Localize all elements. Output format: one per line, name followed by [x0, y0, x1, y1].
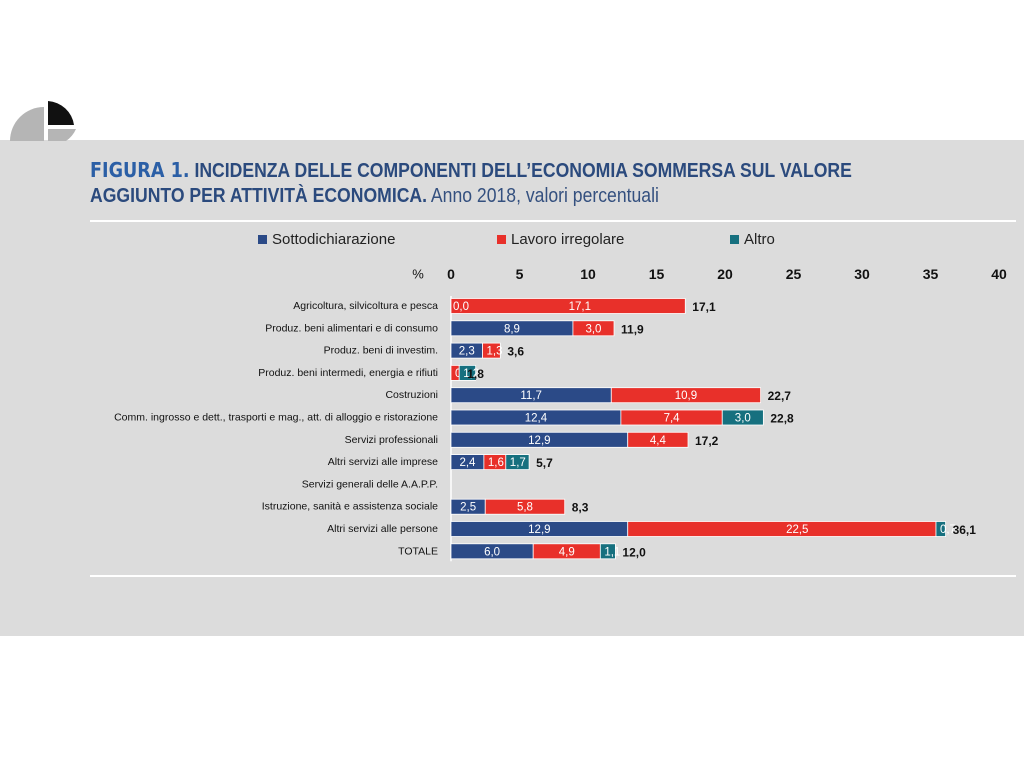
x-tick-label: 10: [580, 266, 596, 282]
legend-item-altro: Altro: [730, 231, 775, 248]
category-label: Servizi generali delle A.A.P.P.: [302, 478, 438, 490]
bar-value-label: 6,0: [484, 546, 500, 558]
figure-title: FIGURA 1. INCIDENZA DELLE COMPONENTI DEL…: [90, 158, 900, 209]
bar-value-label: 3,0: [735, 413, 751, 425]
category-label: Istruzione, sanità e assistenza sociale: [262, 501, 438, 513]
total-label: 17,1: [692, 300, 716, 314]
bar-segment: [572, 320, 615, 337]
bar-segment: [458, 364, 477, 381]
bar-value-label: 0,7: [940, 524, 956, 536]
bar-value-label: 1,2: [463, 368, 479, 380]
bar-value-label: 10,9: [675, 390, 697, 402]
figure-heading: INCIDENZA DELLE COMPONENTI DELL’ECONOMIA…: [90, 160, 852, 207]
x-tick-label: 25: [786, 266, 802, 282]
figure-label: FIGURA 1.: [90, 158, 190, 182]
bar-value-label: 2,4: [459, 457, 476, 469]
legend-swatch: [497, 235, 506, 244]
bar-value-label: 8,9: [504, 323, 520, 335]
bar-segment: [610, 387, 762, 404]
bar-value-label: 3,0: [585, 323, 601, 335]
total-label: 22,7: [768, 389, 792, 403]
bar-value-label: 22,5: [786, 524, 808, 536]
x-tick-label: 20: [717, 266, 733, 282]
bar-value-label: 1,6: [488, 457, 504, 469]
category-label: Servizi professionali: [345, 434, 438, 446]
bar-segment: [484, 498, 566, 515]
x-tick-label: 15: [649, 266, 665, 282]
legend-swatch: [730, 235, 739, 244]
bar-value-label: 12,4: [525, 413, 548, 425]
legend-item-sottodichiarazione: Sottodichiarazione: [258, 231, 395, 248]
category-label: Comm. ingrosso e dett., trasporti e mag.…: [114, 412, 438, 424]
total-label: 11,9: [621, 322, 644, 336]
bar-value-label: 4,4: [650, 435, 667, 447]
bar-value-label: 12,9: [528, 435, 550, 447]
bar-value-label: 2,5: [460, 502, 476, 514]
bar-value-label: 1,1: [604, 546, 620, 558]
bar-value-label: 5,8: [517, 502, 533, 514]
category-label: Agricoltura, silvicoltura e pesca: [293, 300, 438, 312]
top-divider: [90, 220, 1016, 222]
total-label: 22,8: [770, 412, 794, 426]
bar-segment: [721, 409, 764, 426]
x-tick-label: 40: [991, 266, 1007, 282]
legend-label: Altro: [744, 231, 775, 248]
x-axis-unit-label: %: [412, 267, 424, 282]
bar-value-label: 11,7: [520, 390, 542, 402]
bar-value-label: 1,3: [487, 346, 503, 358]
category-label: Produz. beni di investim.: [324, 345, 438, 357]
bar-segment: [627, 431, 689, 448]
legend-swatch: [258, 235, 267, 244]
bar-value-label: 0,0: [453, 301, 469, 313]
total-label: 5,7: [536, 456, 553, 470]
x-tick-label: 0: [447, 266, 455, 282]
bar-value-label: 17,1: [569, 301, 591, 313]
legend-item-lavoro-irregolare: Lavoro irregolare: [497, 231, 624, 248]
category-label: Produz. beni alimentari e di consumo: [265, 322, 438, 334]
bar-segment: [935, 521, 946, 537]
bar-segment: [599, 543, 616, 560]
category-label: TOTALE: [398, 545, 438, 557]
bar-value-label: 4,9: [559, 546, 575, 558]
pie-chart-logo-icon: [10, 101, 76, 141]
legend-label: Sottodichiarazione: [272, 231, 396, 248]
bar-value-label: 2,3: [459, 346, 475, 358]
bottom-divider: [90, 575, 1016, 577]
x-tick-label: 35: [923, 266, 939, 282]
bar-value-label: 7,4: [664, 413, 681, 425]
x-tick-label: 30: [854, 266, 870, 282]
category-label: Altri servizi alle persone: [327, 523, 438, 535]
category-label: Altri servizi alle imprese: [328, 456, 438, 468]
category-label: Produz. beni intermedi, energia e rifiut…: [258, 367, 438, 379]
total-label: 1,8: [467, 367, 484, 381]
total-label: 8,3: [572, 501, 589, 515]
bar-value-label: 12,9: [528, 524, 550, 536]
bar-value-label: 1,7: [510, 457, 526, 469]
figure-subtitle: Anno 2018, valori percentuali: [430, 185, 659, 207]
bar-segment: [450, 298, 686, 314]
total-label: 36,1: [953, 523, 977, 537]
category-label: Costruzioni: [385, 389, 438, 401]
bar-segment: [482, 342, 501, 359]
bar-segment: [627, 521, 937, 537]
bar-segment: [505, 454, 530, 471]
legend-label: Lavoro irregolare: [511, 231, 625, 248]
total-label: 17,2: [695, 434, 719, 448]
total-label: 3,6: [507, 345, 524, 359]
total-label: 12,0: [622, 545, 646, 559]
x-tick-label: 5: [516, 266, 524, 282]
